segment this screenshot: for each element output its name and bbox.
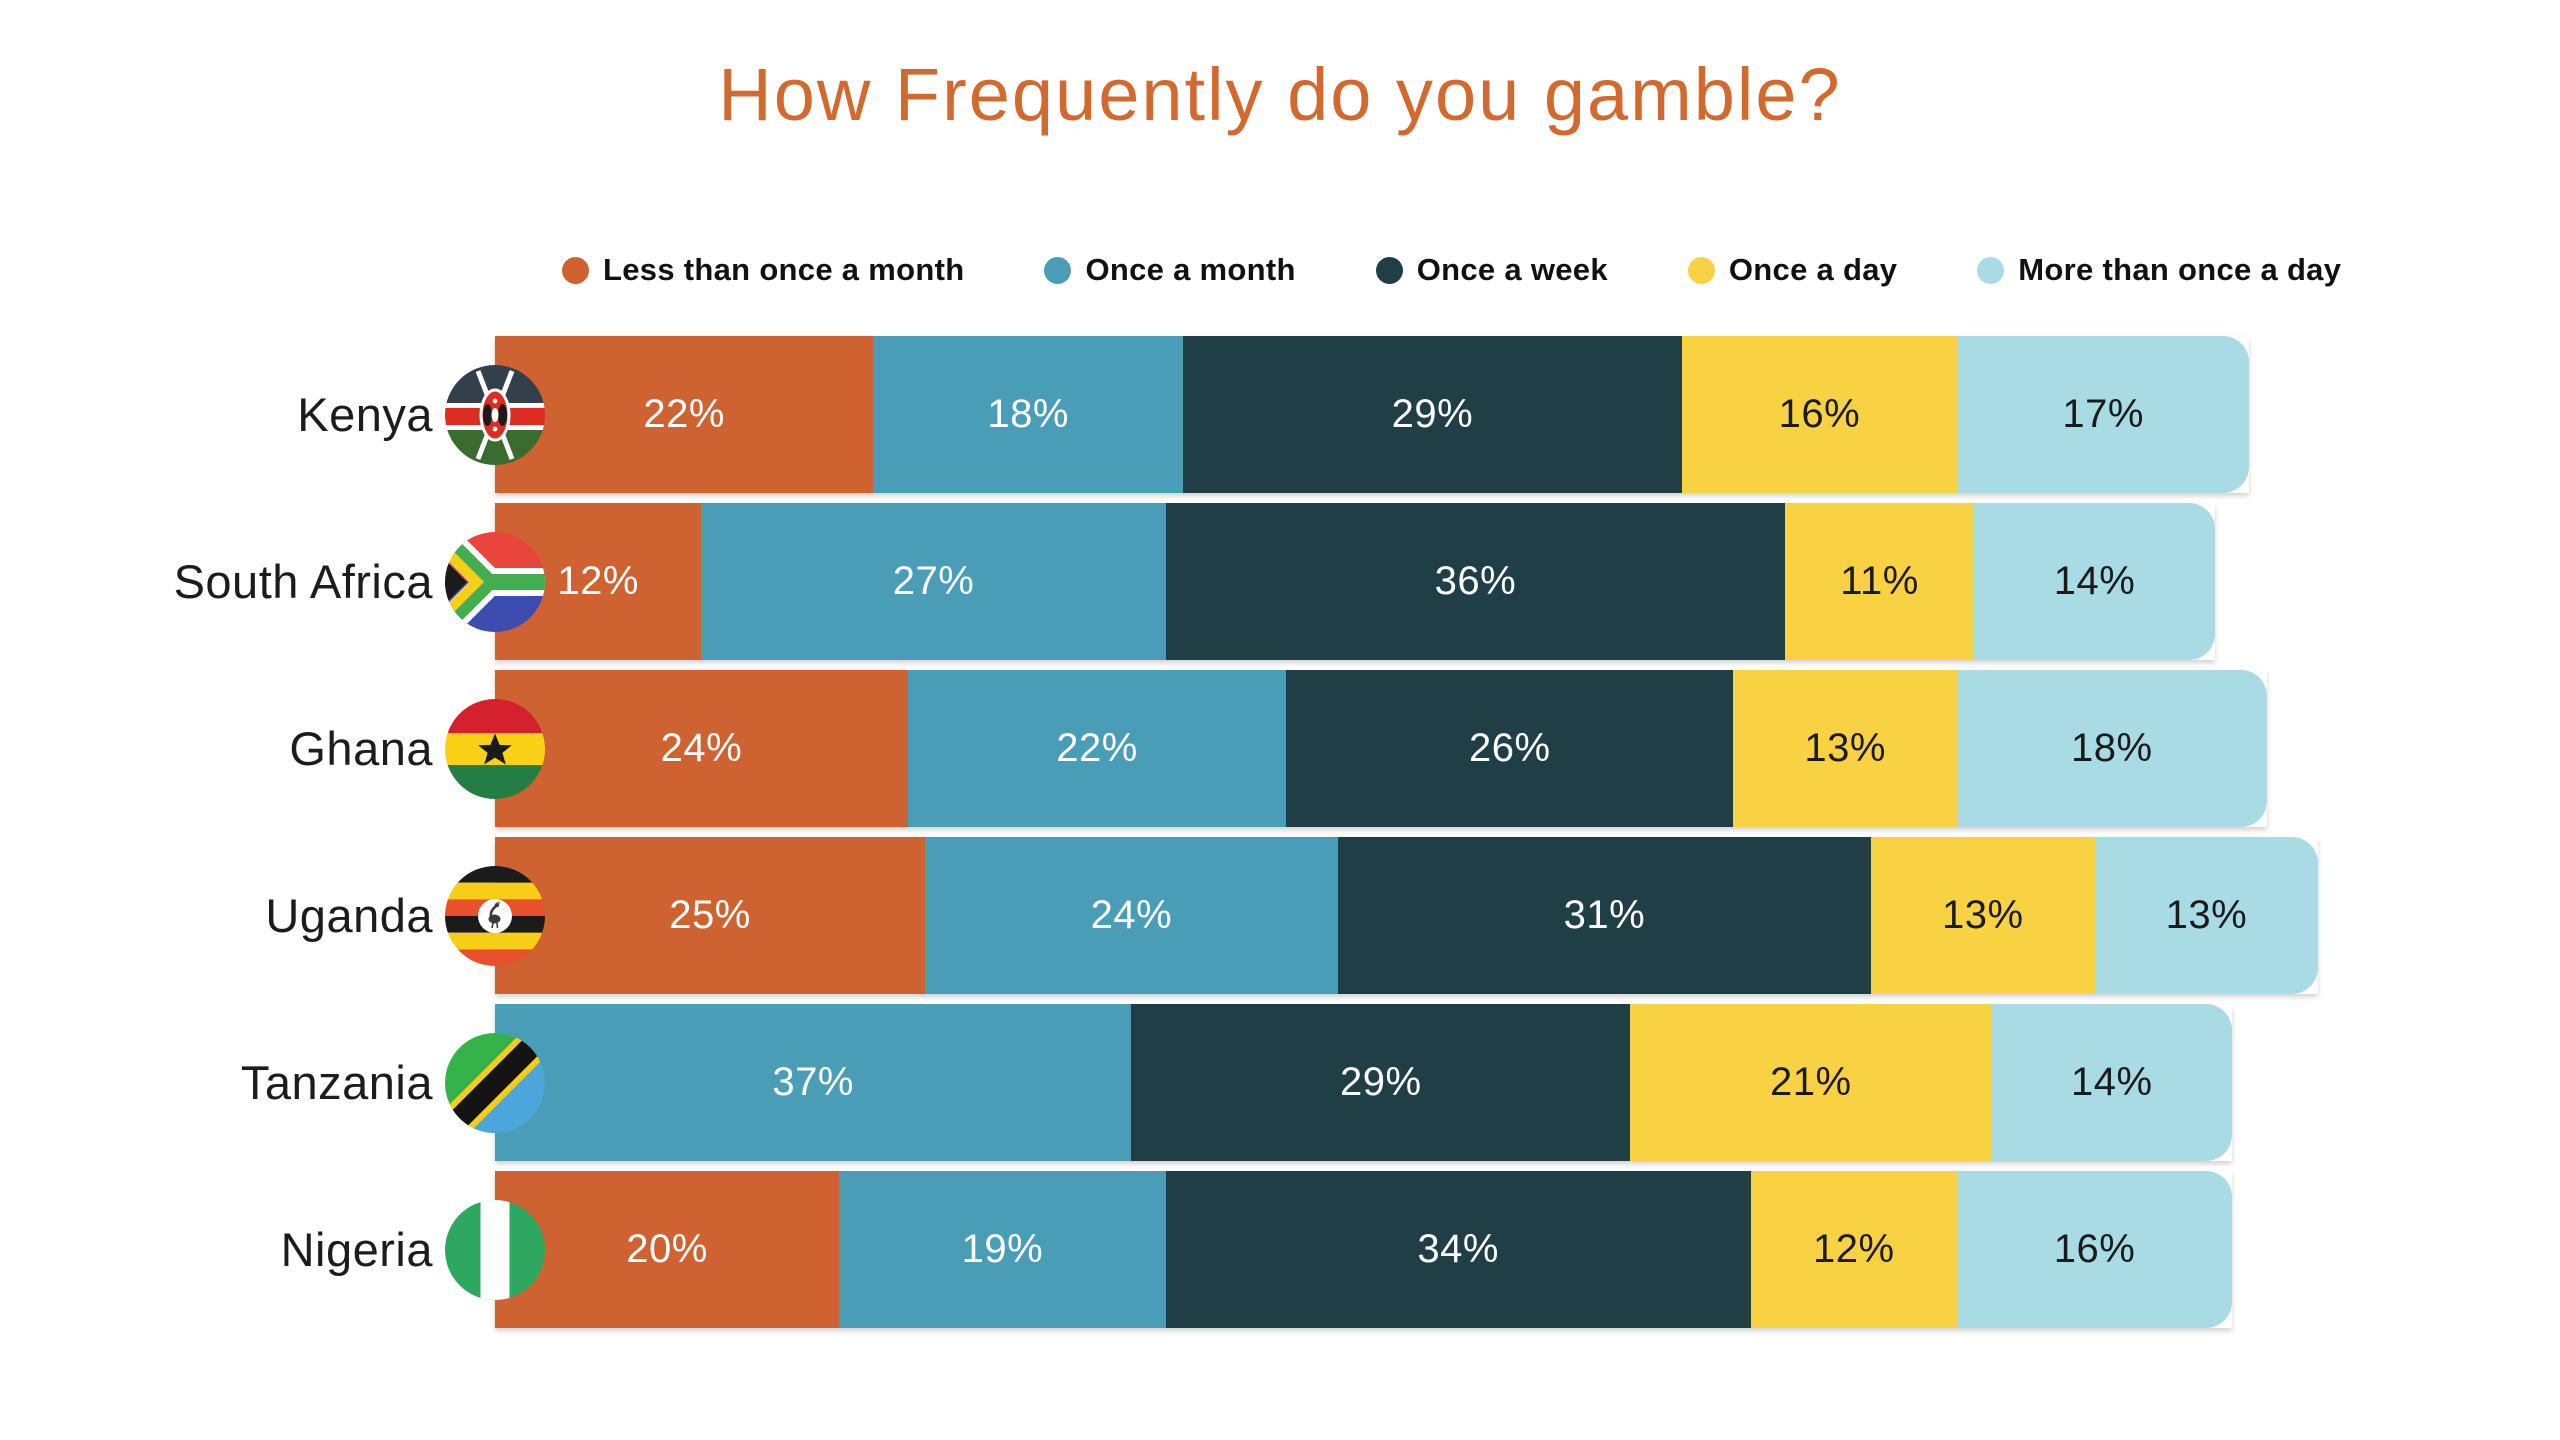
legend-label: Less than once a month xyxy=(603,252,965,287)
bar-row-ghana: Ghana 24% 22% 26% 13% 18% xyxy=(289,670,2267,827)
value-label: 19% xyxy=(961,1227,1044,1271)
bar-segments-south-africa: 12% 27% 36% 11% 14% xyxy=(495,503,2215,660)
segment-kenya-less-than-once-a-month: 22% xyxy=(495,336,874,493)
value-label: 36% xyxy=(1434,559,1517,603)
segment-uganda-once-a-day: 13% xyxy=(1870,837,2095,994)
value-label: 34% xyxy=(1417,1227,1499,1271)
legend-item-once-a-day: Once a day xyxy=(1687,252,1898,288)
legend-dot-icon xyxy=(1977,256,2005,284)
value-label: 14% xyxy=(2053,559,2136,603)
country-label-uganda: Uganda xyxy=(265,889,433,942)
value-label: 18% xyxy=(2070,726,2153,770)
bar-row-uganda: Uganda 25% 24% 31% 13% 13% xyxy=(265,837,2319,994)
legend: Less than once a month Once a month Once a… xyxy=(562,252,2341,288)
segment-ghana-less-than-once-a-month: 24% xyxy=(495,670,908,827)
segment-tanzania-once-a-week: 29% xyxy=(1131,1004,1631,1161)
segment-uganda-less-than-once-a-month: 25% xyxy=(495,837,925,994)
country-label-south-africa: South Africa xyxy=(173,555,433,608)
legend-label: More than once a day xyxy=(2018,252,2342,287)
value-label: 26% xyxy=(1469,726,1551,770)
legend-dot-icon xyxy=(562,256,589,284)
segment-tanzania-more-than-once-a-day: 14% xyxy=(1991,1004,2233,1161)
segment-south-africa-once-a-month: 27% xyxy=(701,503,1166,660)
bar-segments-uganda: 25% 24% 31% 13% 13% xyxy=(495,837,2319,994)
country-label-kenya: Kenya xyxy=(297,388,433,441)
bar-row-tanzania: Tanzania 37% 29% 21% 14% xyxy=(241,1004,2233,1161)
segment-kenya-more-than-once-a-day: 17% xyxy=(1956,336,2250,493)
value-label: 13% xyxy=(1804,726,1886,770)
chart-title: How Frequently do you gamble? xyxy=(718,53,1842,136)
value-label: 27% xyxy=(892,559,975,603)
legend-label: Once a month xyxy=(1085,252,1296,287)
value-label: 14% xyxy=(2070,1060,2153,1104)
country-label-tanzania: Tanzania xyxy=(240,1056,433,1109)
segment-nigeria-more-than-once-a-day: 16% xyxy=(1956,1171,2233,1328)
flag-south-africa-icon xyxy=(445,531,545,632)
value-label: 12% xyxy=(557,559,639,603)
segment-kenya-once-a-month: 18% xyxy=(873,336,1183,493)
segment-tanzania-once-a-month: 37% xyxy=(495,1004,1132,1161)
segment-uganda-once-a-week: 31% xyxy=(1337,837,1871,994)
bar-segments-kenya: 22% 18% 29% 16% 17% xyxy=(495,336,2250,493)
segment-tanzania-once-a-day: 21% xyxy=(1630,1004,1992,1161)
legend-dot-icon xyxy=(1044,256,1072,284)
legend-dot-icon xyxy=(1375,256,1403,284)
value-label: 11% xyxy=(1840,559,1919,603)
value-label: 13% xyxy=(2165,893,2248,937)
bar-segments-nigeria: 20% 19% 34% 12% 16% xyxy=(495,1171,2233,1328)
value-label: 22% xyxy=(643,392,725,436)
bar-row-south-africa: South Africa 12% 27% 36% 11% 14% xyxy=(174,503,2215,660)
value-label: 16% xyxy=(1778,392,1861,436)
bar-segments-ghana: 24% 22% 26% 13% 18% xyxy=(495,670,2267,827)
value-label: 21% xyxy=(1770,1060,1852,1104)
legend-item-once-a-month: Once a month xyxy=(1044,252,1295,288)
flag-tanzania-icon xyxy=(445,1032,545,1133)
flag-ghana-icon xyxy=(445,698,545,799)
segment-ghana-once-a-month: 22% xyxy=(907,670,1287,827)
value-label: 22% xyxy=(1056,726,1138,770)
value-label: 13% xyxy=(1942,893,2024,937)
legend-item-less-than-once-a-month: Less than once a month xyxy=(562,252,964,288)
value-label: 16% xyxy=(2053,1227,2136,1271)
country-label-ghana: Ghana xyxy=(289,722,433,775)
legend-item-more-than-once-a-day: More than once a day xyxy=(1977,252,2341,288)
flag-uganda-icon xyxy=(445,865,545,966)
segment-south-africa-more-than-once-a-day: 14% xyxy=(1974,503,2215,660)
segment-nigeria-less-than-once-a-month: 20% xyxy=(495,1171,839,1328)
segment-ghana-once-a-day: 13% xyxy=(1733,670,1957,827)
segment-kenya-once-a-week: 29% xyxy=(1182,336,1682,493)
legend-label: Once a week xyxy=(1416,252,1608,287)
value-label: 37% xyxy=(772,1060,854,1104)
segment-ghana-once-a-week: 26% xyxy=(1286,670,1734,827)
value-label: 29% xyxy=(1340,1060,1422,1104)
value-label: 31% xyxy=(1563,893,1646,937)
legend-item-once-a-week: Once a week xyxy=(1375,252,1608,288)
value-label: 25% xyxy=(669,893,751,937)
value-label: 24% xyxy=(660,726,743,770)
legend-dot-icon xyxy=(1687,256,1715,284)
value-label: 12% xyxy=(1813,1227,1895,1271)
segment-nigeria-once-a-week: 34% xyxy=(1165,1171,1751,1328)
segment-ghana-more-than-once-a-day: 18% xyxy=(1956,670,2267,827)
segment-nigeria-once-a-day: 12% xyxy=(1750,1171,1957,1328)
value-label: 17% xyxy=(2062,392,2144,436)
bar-row-kenya: Kenya 22% 18% 29% 16% 17% xyxy=(297,336,2250,493)
country-label-nigeria: Nigeria xyxy=(280,1223,433,1276)
value-label: 24% xyxy=(1090,893,1173,937)
segment-south-africa-once-a-day: 11% xyxy=(1784,503,1975,660)
value-label: 18% xyxy=(987,392,1069,436)
legend-label: Once a day xyxy=(1728,252,1898,287)
segment-nigeria-once-a-month: 19% xyxy=(839,1171,1166,1328)
flag-kenya-icon xyxy=(445,364,545,465)
segment-south-africa-once-a-week: 36% xyxy=(1165,503,1785,660)
segment-uganda-once-a-month: 24% xyxy=(925,837,1338,994)
segment-uganda-more-than-once-a-day: 13% xyxy=(2094,837,2319,994)
value-label: 20% xyxy=(626,1227,708,1271)
bar-row-nigeria: Nigeria 20% 19% 34% 12% 16% xyxy=(281,1171,2233,1328)
value-label: 29% xyxy=(1391,392,1474,436)
bar-segments-tanzania: 37% 29% 21% 14% xyxy=(495,1004,2233,1161)
flag-nigeria-icon xyxy=(445,1199,545,1300)
segment-kenya-once-a-day: 16% xyxy=(1681,336,1957,493)
